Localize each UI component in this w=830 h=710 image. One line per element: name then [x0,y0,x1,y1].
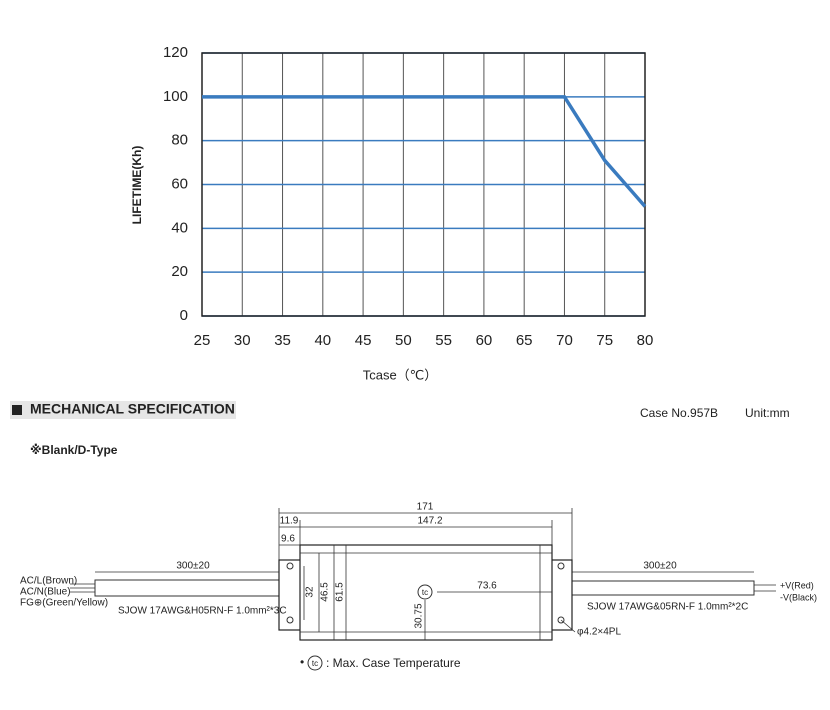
case-no: Case No.957B [640,406,718,420]
y-tick-label: 40 [171,219,188,236]
section-title: MECHANICAL SPECIFICATION [30,401,235,417]
x-tick-label: 60 [476,332,493,349]
note: : Max. Case Temperature [326,656,461,670]
y-axis-label: LIFETIME(Kh) [130,146,144,225]
y-tick-label: 100 [163,88,188,105]
cable-label: SJOW 17AWG&05RN-F 1.0mm²*2C [587,602,748,613]
x-axis-label: Tcase（℃） [363,367,438,382]
dim-label: 61.5 [335,582,346,602]
wire-label: -V(Black) [780,592,817,602]
x-tick-label: 55 [435,332,452,349]
dim-label: 300±20 [176,561,210,572]
x-tick-label: 50 [395,332,412,349]
section-icon [12,405,22,415]
hole-label: φ4.2×4PL [577,627,621,638]
subtype: ※Blank/D-Type [30,443,118,457]
y-tick-label: 80 [171,132,188,149]
x-tick-label: 30 [234,332,251,349]
dim-label: 30.75 [414,603,425,628]
x-tick-label: 65 [516,332,533,349]
x-tick-label: 40 [314,332,331,349]
data-line [202,95,647,208]
x-tick-label: 75 [596,332,613,349]
wire-label: AC/L(Brown) [20,576,77,587]
hole [286,616,294,624]
dim-label: 32 [305,586,316,598]
hole [557,616,565,624]
x-tick-label: 25 [194,332,211,349]
hole [557,562,565,570]
unit: Unit:mm [745,406,790,420]
note-bullet: • [300,655,304,669]
cable-in [94,579,281,597]
dim-label: 171 [417,502,434,513]
x-tick-label: 70 [556,332,573,349]
wire-label: AC/N(Blue) [20,587,71,598]
drawing: 171 11.9 147.2 9.6 300±20 300±20 32 46.5… [20,502,817,671]
tc-label: tc [422,588,428,597]
dim-label: 46.5 [320,582,331,602]
dim-label: 73.6 [477,581,497,592]
chart: LIFETIME(Kh) Tcase（℃） 25 30 35 40 45 50 55 60 65… [130,44,653,382]
y-tick-label: 60 [171,175,188,192]
cable-label: SJOW 17AWG&H05RN-F 1.0mm²*3C [118,606,287,617]
y-tick-label: 20 [171,263,188,280]
section-bar [10,401,236,419]
plot-frame [201,52,646,317]
y-tick-label: 120 [163,44,188,61]
x-tick-label: 80 [637,332,654,349]
dim-label: 147.2 [417,516,442,527]
dim-label: 300±20 [643,561,677,572]
tc-symbol [307,655,323,671]
x-tick-label: 45 [355,332,372,349]
dim-label: 11.9 [280,516,299,527]
x-tick-label: 35 [274,332,291,349]
tc-label: tc [312,659,318,668]
wire-label: +V(Red) [780,580,814,590]
wire-label: FG⊕(Green/Yellow) [20,598,108,609]
leader [560,619,576,633]
dim-label: 9.6 [281,534,295,545]
tc-symbol [417,584,433,600]
hole [286,562,294,570]
cable-out [571,580,755,596]
y-tick-label: 0 [180,307,188,324]
